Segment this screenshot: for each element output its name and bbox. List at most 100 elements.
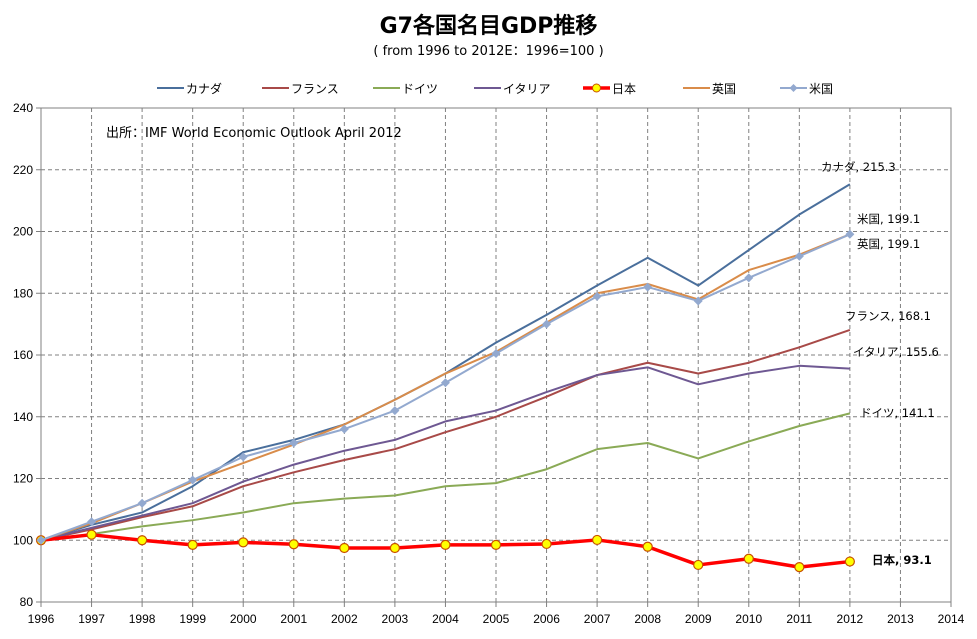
data-point [238, 452, 248, 462]
grid [41, 108, 951, 602]
x-tick-label: 2009 [685, 612, 712, 626]
legend-item-イタリア: イタリア [474, 82, 551, 96]
legend-item-フランス: フランス [262, 82, 339, 96]
legend-label: 英国 [712, 82, 736, 96]
legend: カナダ フランス ドイツ イタリア 日本 英国 米国 [157, 81, 833, 96]
data-point [339, 424, 349, 434]
data-point [743, 553, 754, 564]
series-フランス [40, 329, 851, 542]
data-labels: カナダ, 215.3 フランス, 168.1 ドイツ, 141.1 イタリア, 155… [821, 160, 939, 567]
data-point [238, 537, 249, 548]
x-tick-label: 1996 [28, 612, 55, 626]
x-tick-label: 2006 [533, 612, 560, 626]
data-point [592, 534, 603, 546]
data-point [794, 251, 804, 261]
data-label-イタリア: イタリア, 155.6 [853, 345, 939, 359]
plot-border [40, 107, 952, 603]
data-point [693, 296, 703, 306]
x-tick-label: 2007 [584, 612, 611, 626]
x-tick-label: 2008 [634, 612, 661, 626]
series-米国 [36, 229, 855, 545]
data-point [87, 517, 97, 527]
legend-marker [592, 83, 601, 93]
series-イタリア [40, 364, 850, 542]
x-tick-label: 1998 [129, 612, 156, 626]
legend-item-英国: 英国 [683, 82, 736, 96]
series-line [40, 329, 851, 542]
data-point [137, 498, 147, 508]
data-label-米国: 米国, 199.1 [857, 212, 920, 226]
legend-item-カナダ: カナダ [157, 81, 222, 96]
x-tick-label: 2003 [382, 612, 409, 626]
legend-label: カナダ [186, 81, 222, 96]
data-label-カナダ: カナダ, 215.3 [821, 160, 896, 174]
data-point [339, 542, 350, 554]
legend-label: フランス [291, 82, 339, 96]
x-tick-label: 2000 [230, 612, 257, 626]
chart-title: G7各国名目GDP推移 [379, 14, 598, 39]
data-point [440, 378, 450, 388]
y-tick-label: 160 [13, 348, 33, 362]
chart-subtitle: ( from 1996 to 2012E：1996=100 ) [373, 44, 604, 59]
x-tick-label: 2012 [837, 612, 864, 626]
data-point [592, 291, 602, 301]
legend-item-日本: 日本 [583, 82, 636, 96]
data-point [440, 539, 451, 550]
data-point [390, 406, 400, 416]
legend-marker [789, 84, 798, 92]
y-tick-label: 140 [13, 410, 33, 424]
x-tick-label: 2002 [331, 612, 358, 626]
x-tick-label: 2004 [432, 612, 459, 626]
axes: 80 100 120 140 160 180 200 220 240 1996 1997 1998 19… [13, 101, 965, 626]
data-point [693, 559, 704, 571]
data-point [490, 539, 502, 550]
x-tick-label: 2010 [735, 612, 762, 626]
data-point [137, 535, 148, 546]
data-point [86, 529, 97, 540]
x-tick-label: 2005 [483, 612, 510, 626]
data-point [187, 539, 198, 550]
data-point [541, 538, 552, 550]
x-tick-label: 2013 [887, 612, 914, 626]
x-tick-label: 1999 [179, 612, 206, 626]
data-point [289, 438, 299, 448]
x-tick-label: 1997 [78, 612, 105, 626]
data-label-日本: 日本, 93.1 [872, 553, 932, 567]
y-tick-label: 200 [13, 225, 33, 239]
data-point [643, 282, 653, 292]
y-tick-label: 120 [13, 472, 33, 486]
x-tick-label: 2001 [280, 612, 307, 626]
legend-label: 米国 [809, 82, 833, 96]
x-tick-label: 2014 [938, 612, 965, 626]
data-label-ドイツ: ドイツ, 141.1 [860, 406, 935, 420]
data-label-英国: 英国, 199.1 [857, 237, 920, 251]
legend-item-米国: 米国 [780, 82, 833, 96]
data-label-フランス: フランス, 168.1 [845, 309, 931, 323]
x-tick-label: 2011 [786, 612, 812, 626]
data-point [389, 542, 400, 554]
legend-label: イタリア [503, 82, 551, 96]
legend-item-ドイツ: ドイツ [373, 82, 438, 96]
source-annotation: 出所：IMF World Economic Outlook April 2012 [106, 126, 402, 141]
data-point [542, 319, 552, 329]
y-tick-label: 180 [13, 286, 33, 300]
data-point [188, 475, 198, 485]
data-point [845, 229, 855, 239]
data-point [491, 348, 501, 358]
data-point [642, 541, 653, 552]
data-point [744, 273, 754, 283]
series-line [40, 412, 851, 542]
y-tick-label: 80 [20, 595, 34, 609]
series-ドイツ [40, 412, 851, 542]
y-tick-label: 220 [13, 163, 33, 177]
y-tick-label: 240 [13, 101, 33, 115]
series-layer [35, 183, 855, 573]
legend-label: ドイツ [402, 82, 438, 96]
data-point [844, 556, 855, 567]
data-point [36, 535, 46, 545]
data-point [288, 539, 299, 550]
series-line [40, 364, 850, 542]
legend-label: 日本 [612, 82, 636, 96]
y-tick-label: 100 [13, 533, 33, 547]
